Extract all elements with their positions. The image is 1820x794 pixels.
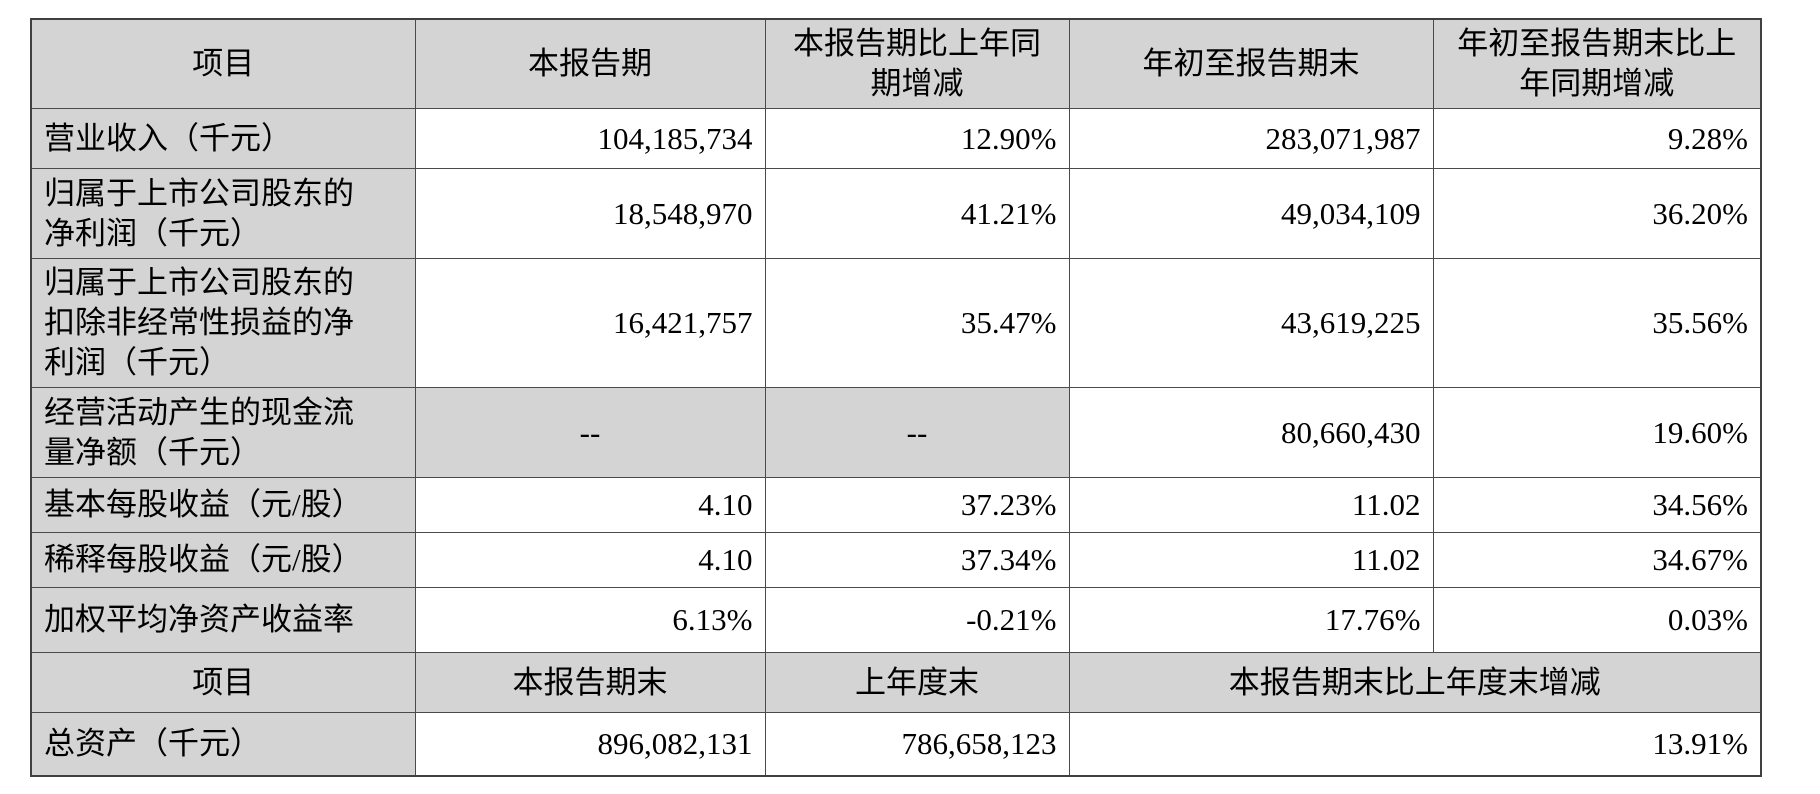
section1-header-row: 项目 本报告期 本报告期比上年同 期增减 年初至报告期末 年初至报告期末比上 年… [30, 18, 1762, 109]
row-label: 归属于上市公司股东的 净利润（千元） [30, 168, 416, 259]
row-label: 基本每股收益（元/股） [30, 477, 416, 533]
cell-value: 43,619,225 [1068, 258, 1434, 388]
cell-value: 19.60% [1432, 387, 1762, 478]
row-label: 稀释每股收益（元/股） [30, 532, 416, 588]
cell-value-na: -- [764, 387, 1070, 478]
header-item: 项目 [30, 18, 416, 109]
header-change-vs-last-year-end: 本报告期末比上年度末增减 [1068, 652, 1762, 713]
cell-value: 34.56% [1432, 477, 1762, 533]
cell-value: 11.02 [1068, 532, 1434, 588]
cell-value: 36.20% [1432, 168, 1762, 259]
cell-value: 80,660,430 [1068, 387, 1434, 478]
cell-value: -0.21% [764, 587, 1070, 653]
cell-value: 34.67% [1432, 532, 1762, 588]
cell-value: 9.28% [1432, 108, 1762, 169]
section2-header-row: 项目 本报告期末 上年度末 本报告期末比上年度末增减 [30, 652, 1762, 713]
cell-value: 49,034,109 [1068, 168, 1434, 259]
table-row-diluted-eps: 稀释每股收益（元/股） 4.10 37.34% 11.02 34.67% [30, 532, 1762, 588]
table-row-basic-eps: 基本每股收益（元/股） 4.10 37.23% 11.02 34.56% [30, 477, 1762, 533]
cell-value: 37.23% [764, 477, 1070, 533]
cell-value: 4.10 [414, 532, 766, 588]
header-item: 项目 [30, 652, 416, 713]
cell-value: 35.47% [764, 258, 1070, 388]
cell-value: 4.10 [414, 477, 766, 533]
header-end-of-period: 本报告期末 [414, 652, 766, 713]
row-label: 加权平均净资产收益率 [30, 587, 416, 653]
cell-value: 17.76% [1068, 587, 1434, 653]
row-label: 归属于上市公司股东的 扣除非经常性损益的净 利润（千元） [30, 258, 416, 388]
row-label: 总资产（千元） [30, 712, 416, 776]
table-row-revenue: 营业收入（千元） 104,185,734 12.90% 283,071,987 … [30, 108, 1762, 169]
cell-value: 41.21% [764, 168, 1070, 259]
header-yoy-change-period: 本报告期比上年同 期增减 [764, 18, 1070, 109]
table-row-total-assets: 总资产（千元） 896,082,131 786,658,123 13.91% [30, 712, 1762, 776]
cell-value: 18,548,970 [414, 168, 766, 259]
cell-value-na: -- [414, 387, 766, 478]
cell-value: 16,421,757 [414, 258, 766, 388]
cell-value: 786,658,123 [764, 712, 1070, 776]
cell-value: 11.02 [1068, 477, 1434, 533]
cell-value: 35.56% [1432, 258, 1762, 388]
cell-value: 37.34% [764, 532, 1070, 588]
row-label: 营业收入（千元） [30, 108, 416, 169]
cell-value: 0.03% [1432, 587, 1762, 653]
cell-value: 896,082,131 [414, 712, 766, 776]
cell-value: 283,071,987 [1068, 108, 1434, 169]
header-ytd: 年初至报告期末 [1068, 18, 1434, 109]
header-yoy-change-ytd: 年初至报告期末比上 年同期增减 [1432, 18, 1762, 109]
row-label: 经营活动产生的现金流 量净额（千元） [30, 387, 416, 478]
financial-summary-table: 项目 本报告期 本报告期比上年同 期增减 年初至报告期末 年初至报告期末比上 年… [30, 18, 1762, 777]
header-end-of-last-year: 上年度末 [764, 652, 1070, 713]
header-current-period: 本报告期 [414, 18, 766, 109]
table-row-net-profit: 归属于上市公司股东的 净利润（千元） 18,548,970 41.21% 49,… [30, 168, 1762, 259]
cell-value: 6.13% [414, 587, 766, 653]
table-row-weighted-avg-roe: 加权平均净资产收益率 6.13% -0.21% 17.76% 0.03% [30, 587, 1762, 653]
table-row-operating-cash-flow: 经营活动产生的现金流 量净额（千元） -- -- 80,660,430 19.6… [30, 387, 1762, 478]
cell-value: 12.90% [764, 108, 1070, 169]
cell-value: 104,185,734 [414, 108, 766, 169]
cell-value: 13.91% [1068, 712, 1762, 776]
table-row-net-profit-deducted: 归属于上市公司股东的 扣除非经常性损益的净 利润（千元） 16,421,757 … [30, 258, 1762, 388]
